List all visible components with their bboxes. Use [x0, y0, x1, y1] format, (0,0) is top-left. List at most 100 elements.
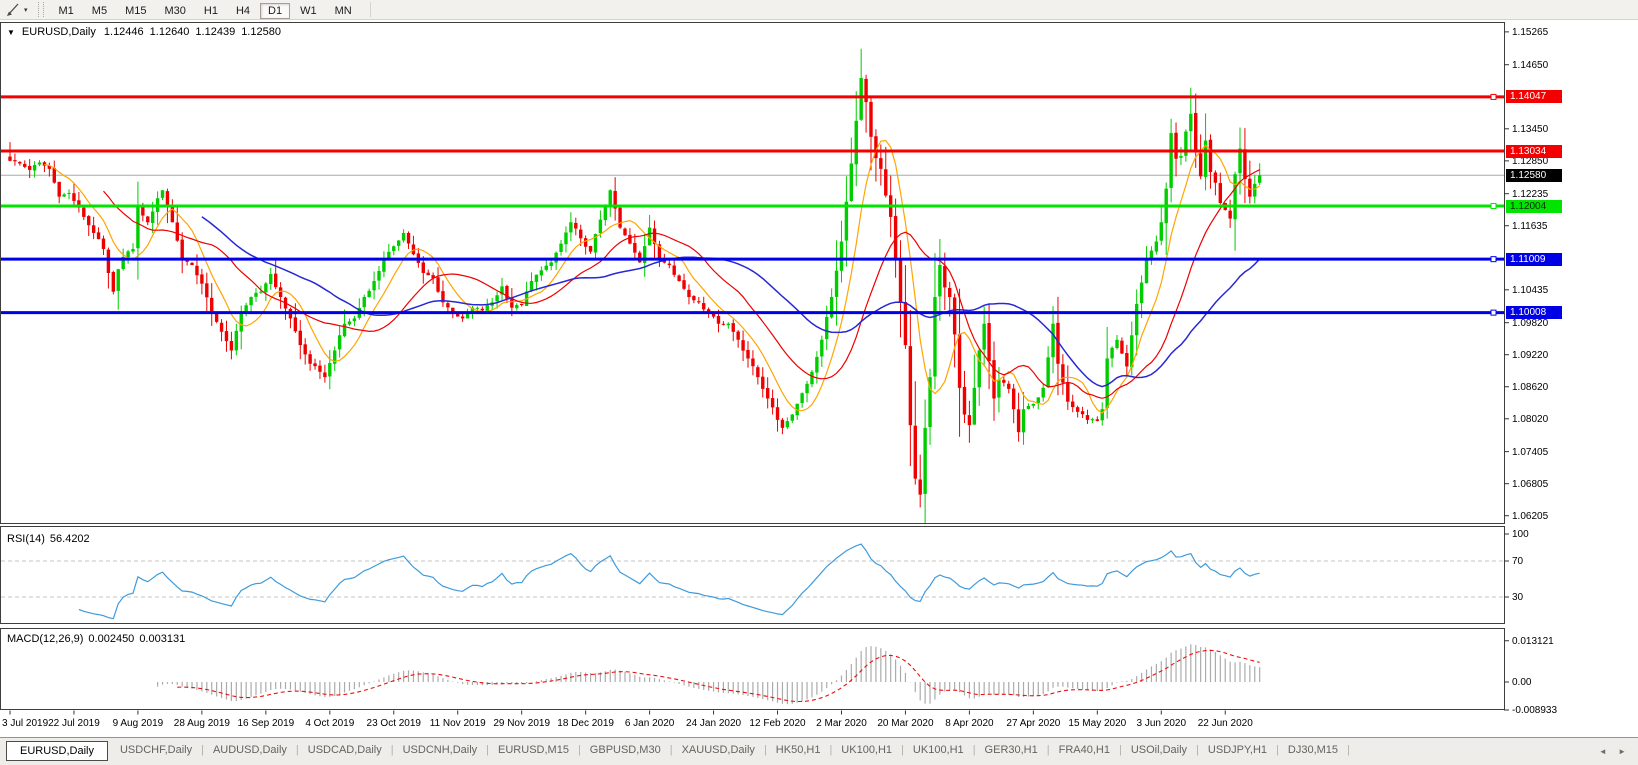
tab-separator: |	[1046, 744, 1050, 756]
date-label-15: 8 Apr 2020	[945, 718, 994, 729]
price-tick-1.10435: 1.10435	[1512, 284, 1549, 296]
price-tick-1.13450: 1.13450	[1512, 123, 1549, 135]
symbol-tab-FRA40-H1[interactable]: FRA40,H1	[1058, 744, 1110, 756]
price-tick-1.07405: 1.07405	[1512, 446, 1549, 458]
crosshair-tool-icon	[7, 3, 19, 16]
date-label-7: 11 Nov 2019	[429, 718, 486, 729]
symbol-tab-HK50-H1[interactable]: HK50,H1	[775, 744, 821, 756]
date-label-13: 2 Mar 2020	[816, 718, 867, 729]
price-badge-1.10008[interactable]: 1.10008	[1506, 306, 1562, 320]
date-label-4: 16 Sep 2019	[237, 718, 295, 729]
tab-separator: |	[669, 744, 673, 756]
price-badge-1.11009[interactable]: 1.11009	[1506, 252, 1562, 266]
symbol-tab-USDCHF-Daily[interactable]: USDCHF,Daily	[119, 744, 193, 756]
ohlc-high: 1.12640	[149, 26, 190, 38]
date-ticks	[9, 710, 1226, 715]
macd-tick-0.013121: 0.013121	[1512, 635, 1554, 647]
drawing-cursor-tool-button[interactable]: ▾	[0, 1, 33, 19]
price-badge-1.13034[interactable]: 1.13034	[1506, 144, 1562, 158]
rsi-tick-70: 70	[1512, 556, 1524, 567]
timeframe-button-M30[interactable]: M30	[164, 4, 186, 17]
price-tick-1.06805: 1.06805	[1512, 478, 1549, 490]
timeframe-button-W1[interactable]: W1	[300, 4, 317, 17]
tab-scroll-arrows: ◄ ►	[1590, 747, 1626, 756]
price-tick-1.08020: 1.08020	[1512, 413, 1549, 425]
macd-indicator-label: MACD(12,26,9) 0.002450 0.003131	[7, 633, 190, 645]
price-tick-1.12235: 1.12235	[1512, 188, 1549, 200]
tab-separator: |	[486, 744, 490, 756]
macd-tick-0.00: 0.00	[1512, 677, 1532, 688]
chart-window: ▼ EURUSD,Daily 1.12446 1.12640 1.12439 1…	[0, 20, 1638, 737]
symbol-tab-USDCNH-Daily[interactable]: USDCNH,Daily	[402, 744, 478, 756]
timeframe-button-M15[interactable]: M15	[125, 4, 147, 17]
tab-separator: |	[390, 744, 394, 756]
macd-main-value: 0.002450	[88, 633, 135, 645]
horizontal-lines-layer	[0, 93, 1505, 316]
symbol-tab-EURUSD-M15[interactable]: EURUSD,M15	[498, 744, 569, 756]
ma-line-20[interactable]	[103, 169, 1260, 399]
price-badge-1.12580[interactable]: 1.12580	[1506, 168, 1562, 182]
timeframe-button-MN[interactable]: MN	[334, 4, 352, 17]
rsi-tick-100: 100	[1512, 529, 1529, 540]
date-label-0: 3 Jul 2019	[2, 718, 49, 729]
timeframe-button-M1[interactable]: M1	[58, 4, 74, 17]
timeframe-button-M5[interactable]: M5	[91, 4, 108, 17]
date-label-14: 20 Mar 2020	[877, 718, 934, 729]
macd-layer	[157, 644, 1261, 705]
price-tick-1.06205: 1.06205	[1512, 510, 1549, 522]
axis-ticks	[1504, 31, 1509, 711]
date-label-2: 9 Aug 2019	[112, 718, 164, 729]
timeframe-button-H1[interactable]: H1	[203, 4, 218, 17]
ma-line-40[interactable]	[201, 216, 1261, 388]
symbol-tab-AUDUSD-Daily[interactable]: AUDUSD,Daily	[212, 744, 287, 756]
chart-canvas[interactable]	[0, 20, 1638, 737]
price-tick-1.11635: 1.11635	[1512, 220, 1548, 232]
macd-signal-value: 0.003131	[139, 633, 186, 645]
price-badge-1.14047[interactable]: 1.14047	[1506, 90, 1562, 104]
moving-averages-layer	[44, 139, 1261, 414]
date-label-16: 27 Apr 2020	[1006, 718, 1061, 729]
symbol-tab-UK100-H1[interactable]: UK100,H1	[841, 744, 893, 756]
symbol-tab-USDCAD-Daily[interactable]: USDCAD,Daily	[307, 744, 382, 756]
chart-symbol-period: EURUSD,Daily	[21, 26, 96, 38]
symbol-tab-XAUUSD-Daily[interactable]: XAUUSD,Daily	[681, 744, 755, 756]
timeframe-button-D1[interactable]: D1	[260, 2, 291, 19]
rsi-value: 56.4202	[49, 533, 90, 545]
symbol-tab-USOil-Daily[interactable]: USOil,Daily	[1130, 744, 1188, 756]
tab-separator: |	[201, 744, 204, 756]
ma-line-8[interactable]	[44, 139, 1261, 414]
rsi-tick-30: 30	[1512, 592, 1524, 603]
symbol-tab-EURUSD-Daily[interactable]: EURUSD,Daily	[6, 740, 108, 761]
date-label-3: 28 Aug 2019	[173, 718, 230, 729]
tab-separator: |	[1118, 744, 1122, 756]
ohlc-low: 1.12439	[195, 26, 236, 38]
tab-scroll-right-icon[interactable]: ►	[1618, 747, 1626, 756]
timeframe-buttons: M1 M5 M15 M30 H1 H4 D1 W1 MN	[50, 1, 361, 19]
tab-scroll-left-icon[interactable]: ◄	[1598, 747, 1607, 756]
tab-separator: |	[295, 744, 299, 756]
symbol-tab-UK100-H1[interactable]: UK100,H1	[912, 744, 964, 756]
symbol-tab-GBPUSD-M30[interactable]: GBPUSD,M30	[589, 744, 661, 756]
chart-header: ▼ EURUSD,Daily 1.12446 1.12640 1.12439 1…	[7, 26, 287, 38]
tab-separator: |	[1347, 744, 1350, 756]
rsi-name: RSI(14)	[7, 533, 45, 545]
date-label-9: 18 Dec 2019	[557, 718, 614, 729]
rsi-indicator-label: RSI(14) 56.4202	[7, 533, 95, 545]
chart-tabs: EURUSD,Daily USDCHF,Daily | AUDUSD,Daily | US…	[0, 738, 1638, 762]
panel-borders	[0, 22, 1505, 710]
symbol-tab-DJ30-M15[interactable]: DJ30,M15	[1287, 744, 1339, 756]
symbol-tab-GER30-H1[interactable]: GER30,H1	[984, 744, 1038, 756]
price-tick-1.09220: 1.09220	[1512, 349, 1549, 361]
tab-separator: |	[763, 744, 767, 756]
rsi-line	[78, 543, 1260, 620]
date-label-1: 22 Jul 2019	[48, 718, 100, 729]
price-tick-1.09820: 1.09820	[1512, 317, 1549, 329]
date-label-18: 3 Jun 2020	[1136, 718, 1187, 729]
symbol-tab-USDJPY-H1[interactable]: USDJPY,H1	[1207, 744, 1268, 756]
top-toolbar: ▾ M1 M5 M15 M30 H1 H4 D1 W1 MN	[0, 0, 1638, 20]
price-badge-1.12004[interactable]: 1.12004	[1506, 199, 1562, 213]
date-label-19: 22 Jun 2020	[1197, 718, 1253, 729]
collapse-triangle-icon[interactable]: ▼	[7, 27, 15, 37]
timeframe-button-H4[interactable]: H4	[235, 4, 251, 17]
